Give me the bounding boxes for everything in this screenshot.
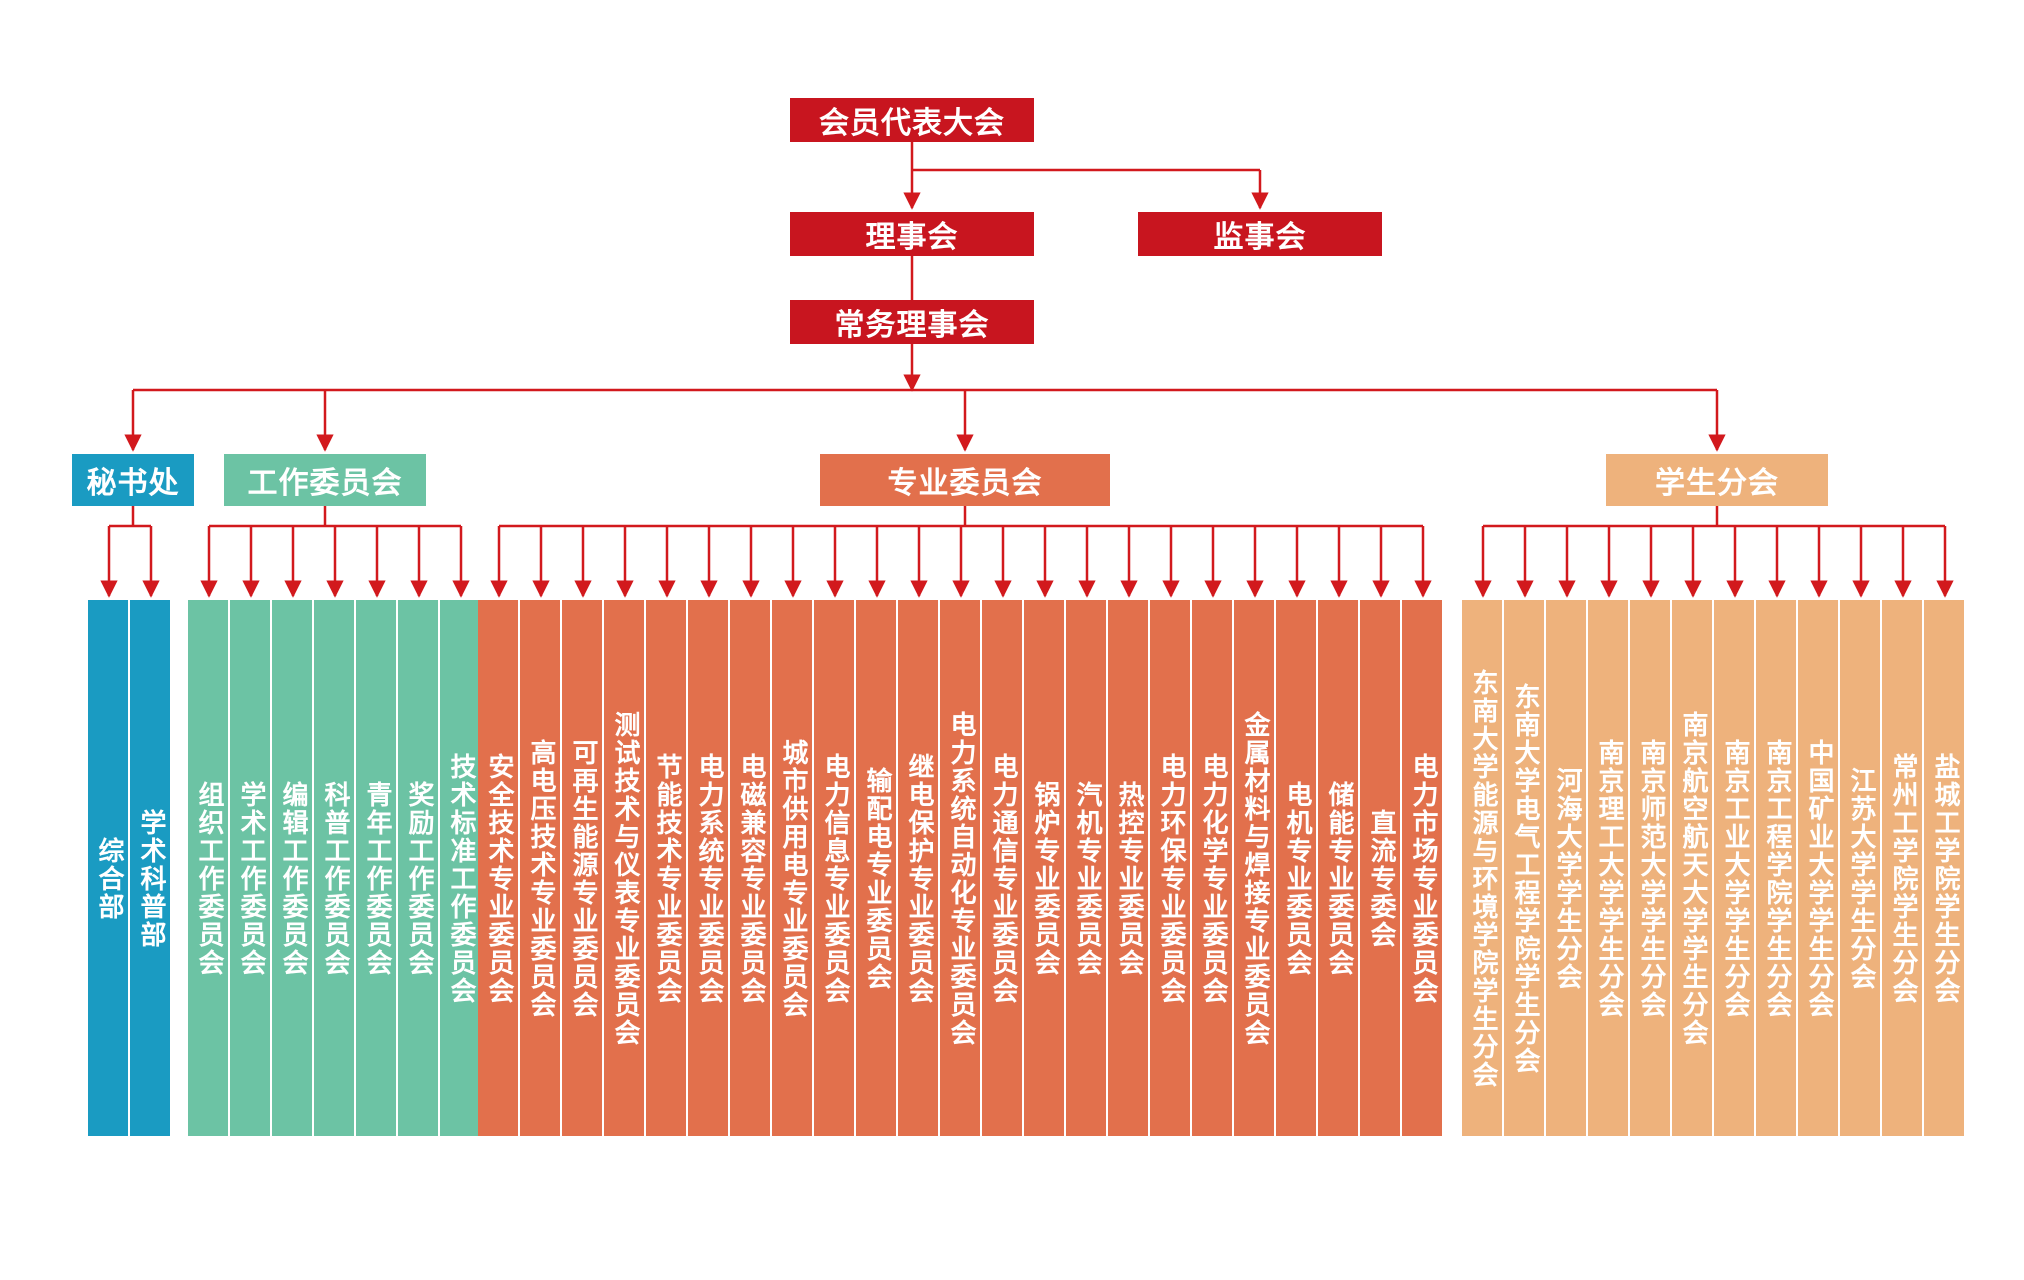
work-item-2: 学术工作委员会 <box>230 600 272 1136</box>
work-item-7: 技术标准工作委员会 <box>440 600 482 1136</box>
student-item-7: 南京工业大学学生分会 <box>1714 600 1756 1136</box>
professional-item-18: 电力化学专业委员会 <box>1192 600 1234 1136</box>
assembly-box: 会员代表大会 <box>790 98 1034 142</box>
professional-item-9: 电力信息专业委员会 <box>814 600 856 1136</box>
professional-item-1: 安全技术专业委员会 <box>478 600 520 1136</box>
professional-item-15: 汽机专业委员会 <box>1066 600 1108 1136</box>
secretariat-title: 秘书处 <box>86 466 180 501</box>
professional-item-12: 电力系统自动化专业委员会 <box>940 600 982 1136</box>
professional-item-4: 测试技术与仪表专业委员会 <box>604 600 646 1136</box>
student-item-8: 南京工程学院学生分会 <box>1756 600 1798 1136</box>
student-item-2: 东南大学电气工程学院学生分会 <box>1504 600 1546 1136</box>
secretariat-header: 秘书处 <box>72 454 194 506</box>
professional-item-10: 输配电专业委员会 <box>856 600 898 1136</box>
professional-item-14: 锅炉专业委员会 <box>1024 600 1066 1136</box>
professional-item-16: 热控专业委员会 <box>1108 600 1150 1136</box>
student-item-12: 盐城工学院学生分会 <box>1924 600 1966 1136</box>
secretariat-item-1: 综合部 <box>88 600 130 1136</box>
student-item-11: 常州工学院学生分会 <box>1882 600 1924 1136</box>
assembly-label: 会员代表大会 <box>819 106 1005 141</box>
professional-item-2: 高电压技术专业委员会 <box>520 600 562 1136</box>
professional-item-3: 可再生能源专业委员会 <box>562 600 604 1136</box>
professional-item-6: 电力系统专业委员会 <box>688 600 730 1136</box>
work-item-6: 奖励工作委员会 <box>398 600 440 1136</box>
secretariat-item-2: 学术科普部 <box>130 600 172 1136</box>
student-item-1: 东南大学能源与环境学院学生分会 <box>1462 600 1504 1136</box>
student-item-5: 南京师范大学学生分会 <box>1630 600 1672 1136</box>
professional-item-22: 直流专委会 <box>1360 600 1402 1136</box>
student-branch-header: 学生分会 <box>1606 454 1828 506</box>
professional-item-20: 电机专业委员会 <box>1276 600 1318 1136</box>
student-item-4: 南京理工大学学生分会 <box>1588 600 1630 1136</box>
standing-council-label: 常务理事会 <box>834 308 990 343</box>
work-committee-header: 工作委员会 <box>224 454 426 506</box>
professional-item-21: 储能专业委员会 <box>1318 600 1360 1136</box>
work-item-1: 组织工作委员会 <box>188 600 230 1136</box>
council-box: 理事会 <box>790 212 1034 256</box>
professional-item-7: 电磁兼容专业委员会 <box>730 600 772 1136</box>
student-item-6: 南京航空航天大学学生分会 <box>1672 600 1714 1136</box>
standing-council-box: 常务理事会 <box>790 300 1034 344</box>
work-item-4: 科普工作委员会 <box>314 600 356 1136</box>
supervisors-label: 监事会 <box>1213 220 1307 255</box>
professional-item-23: 电力市场专业委员会 <box>1402 600 1444 1136</box>
supervisors-box: 监事会 <box>1138 212 1382 256</box>
work-item-5: 青年工作委员会 <box>356 600 398 1136</box>
professional-committee-title: 专业委员会 <box>887 466 1043 501</box>
professional-item-13: 电力通信专业委员会 <box>982 600 1024 1136</box>
work-committee-title: 工作委员会 <box>247 466 403 501</box>
student-item-10: 江苏大学学生分会 <box>1840 600 1882 1136</box>
professional-item-8: 城市供用电专业委员会 <box>772 600 814 1136</box>
professional-item-11: 继电保护专业委员会 <box>898 600 940 1136</box>
student-item-9: 中国矿业大学学生分会 <box>1798 600 1840 1136</box>
professional-committee-header: 专业委员会 <box>820 454 1110 506</box>
professional-item-19: 金属材料与焊接专业委员会 <box>1234 600 1276 1136</box>
student-item-3: 河海大学学生分会 <box>1546 600 1588 1136</box>
work-item-3: 编辑工作委员会 <box>272 600 314 1136</box>
professional-item-17: 电力环保专业委员会 <box>1150 600 1192 1136</box>
council-label: 理事会 <box>865 220 959 255</box>
professional-item-5: 节能技术专业委员会 <box>646 600 688 1136</box>
student-branch-title: 学生分会 <box>1655 466 1779 501</box>
